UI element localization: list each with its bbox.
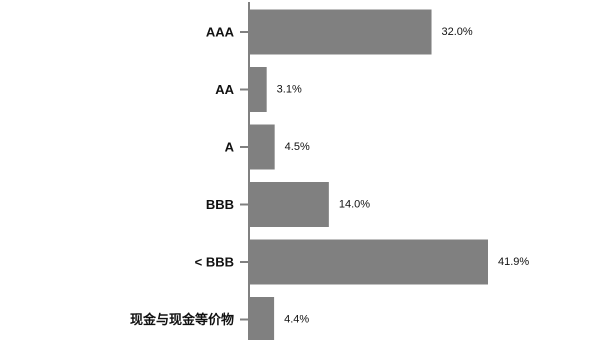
category-label-4: < BBB	[195, 255, 234, 270]
category-label-5: 现金与现金等价物	[130, 312, 234, 327]
bar-1	[249, 67, 267, 112]
data-label-2: 4.5%	[285, 141, 310, 153]
data-label-1: 3.1%	[277, 84, 302, 96]
bar-2	[249, 124, 275, 170]
category-label-2: A	[225, 140, 235, 155]
data-label-5: 4.4%	[284, 314, 309, 326]
bar-3	[249, 182, 329, 227]
labels-layer: AAA 32.0% AA 3.1% A 4.5% BBB 14.0% < BBB 41.9% 现金与…	[130, 25, 529, 328]
bar-0	[249, 9, 432, 55]
category-label-1: AA	[215, 82, 234, 97]
data-label-3: 14.0%	[339, 199, 370, 211]
category-label-3: BBB	[206, 197, 234, 212]
data-label-0: 32.0%	[442, 26, 473, 38]
category-label-0: AAA	[206, 25, 235, 40]
data-label-4: 41.9%	[498, 256, 529, 268]
bar-4	[249, 239, 488, 285]
bars-layer	[249, 9, 488, 340]
bar-5	[249, 297, 275, 340]
